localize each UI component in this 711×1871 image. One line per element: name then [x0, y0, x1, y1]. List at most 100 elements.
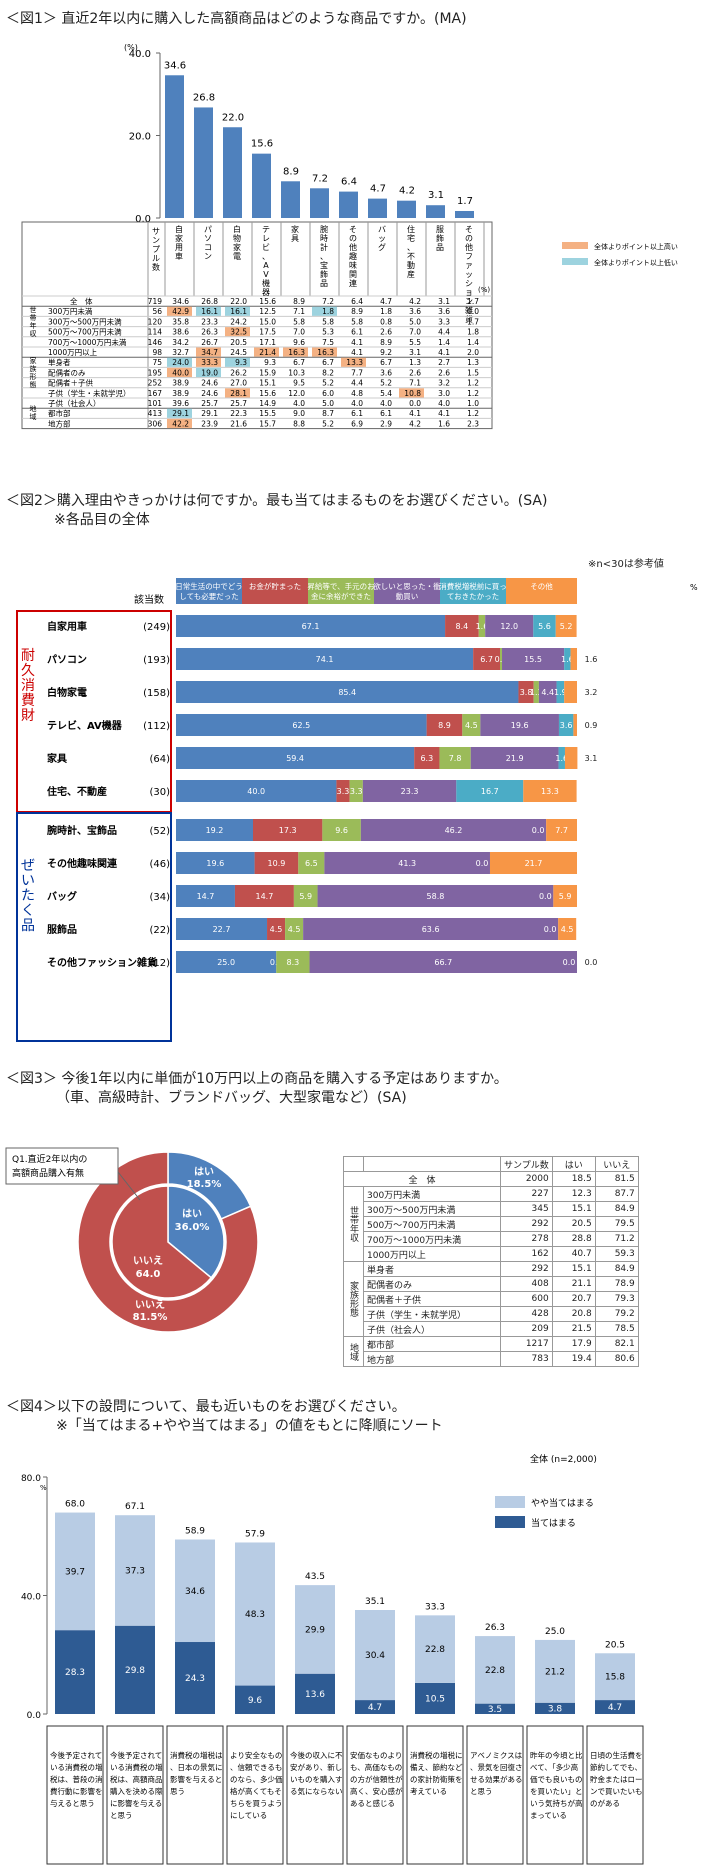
fig1-cell-value: 15.6	[259, 297, 276, 306]
fig3-group-label: 家族形態	[343, 1261, 364, 1337]
fig1-category-label: V	[263, 270, 269, 279]
fig1-cell-value: 34.6	[172, 297, 189, 306]
fig1-cell-value: 5.2	[322, 419, 334, 428]
fig1-category-label: 腕	[320, 224, 328, 234]
fig2-group-label-1: 財	[21, 708, 35, 724]
fig4-bar-dark	[115, 1625, 155, 1714]
fig1-group-label: 家	[30, 356, 37, 365]
fig3-cell-value: 18.5	[551, 1171, 596, 1187]
fig1-group-label: 域	[30, 412, 37, 421]
fig1-cell-value: 7.5	[322, 338, 334, 347]
fig1-cell-value: 24.2	[230, 317, 247, 326]
fig4-category-label: より安全なもの	[230, 1750, 282, 1760]
fig1-cell-value: 29.1	[172, 409, 189, 418]
fig1-cell-value: 4.7	[380, 297, 392, 306]
fig1-row-label: 300万～500万円未満	[48, 316, 122, 326]
fig1-row-n: 252	[148, 379, 163, 388]
fig4-category-box	[46, 1725, 104, 1865]
fig4-category-label: 費行動に影響を	[50, 1786, 103, 1796]
fig3-table-header	[363, 1156, 501, 1172]
fig1-cell-value: 2.6	[409, 368, 421, 377]
fig1-cell-value: 2.9	[380, 419, 392, 428]
fig1-cell-value: 3.3	[438, 317, 450, 326]
fig4-category-box	[346, 1725, 404, 1865]
fig1-cell-value: 17.1	[259, 338, 276, 347]
fig2-bar-label: 41.3	[398, 859, 416, 868]
fig2-subtitle: ※各品目の全体	[54, 512, 150, 528]
fig1-y-tick-label: 40.0	[129, 49, 151, 60]
fig2-bar-label: 0.0	[544, 925, 557, 934]
fig1-cell-value: 1.6	[438, 419, 450, 428]
fig1-cell-value: 7.0	[293, 328, 305, 337]
fig1-cell-value: 9.0	[293, 409, 305, 418]
fig1-cell-value: 21.4	[259, 348, 276, 357]
fig3-row-label: 子供（学生・未就学児）	[363, 1306, 501, 1322]
fig1-cell-value: 3.2	[438, 379, 450, 388]
fig3-outer-label: 18.5%	[187, 1179, 222, 1190]
fig4-bar-dark	[175, 1642, 215, 1714]
fig3-table: サンプル数 はい いいえ全 体 2000 18.5 81.5 世帯年収 300万円未満 227 1…	[343, 1156, 639, 1367]
fig1-cell-value: 8.9	[293, 297, 305, 306]
fig3-cell-value: 87.7	[594, 1186, 639, 1202]
fig4-category-label: べて、「多少高	[530, 1762, 579, 1772]
fig1-sample-header: ル	[152, 254, 160, 263]
fig4-bar-dark	[595, 1700, 635, 1714]
fig2-bar-segment	[558, 918, 577, 940]
fig4-bar-light-label: 29.9	[305, 1625, 325, 1635]
fig2-bar-segment	[276, 951, 310, 973]
fig3-cell-value: 21.5	[551, 1321, 596, 1337]
fig1-cell-value: 15.1	[259, 379, 276, 388]
fig3-cell-value: 17.9	[551, 1336, 596, 1352]
fig2-bar-segment	[324, 852, 490, 874]
fig1-cell-value: 15.5	[259, 409, 276, 418]
fig1-category-label: 家	[175, 233, 183, 243]
fig3-cell-value: 600	[500, 1291, 553, 1307]
fig3-row-label: 700万～1000万円未満	[363, 1231, 501, 1247]
fig2-legend-box	[506, 578, 577, 604]
fig1-row-n: 101	[148, 399, 163, 408]
fig4-category-label: 高く、安心感が	[350, 1786, 403, 1796]
fig3-pie: はい18.5%いいえ81.5%はい36.0%いいえ64.0Q1.直近2年以内の高…	[5, 1147, 259, 1333]
fig1-cell-value: 42.2	[172, 419, 189, 428]
fig4-category-box	[406, 1725, 464, 1865]
fig2-bar-segment	[564, 681, 577, 703]
fig1-category-label: 宅	[407, 233, 415, 243]
fig2-bar-segment	[518, 681, 534, 703]
fig1-cell-value: 24.5	[230, 348, 247, 357]
fig1-bar-label: 26.8	[193, 92, 215, 103]
fig1-category-label: パ	[204, 225, 212, 234]
fig1-cell-value: 7.2	[322, 297, 334, 306]
fig1-cell-value: 3.6	[380, 368, 392, 377]
fig4-category-box	[586, 1725, 644, 1865]
fig2-bar-label: 3.6	[560, 721, 573, 730]
fig2-bar-label: 16.7	[481, 787, 499, 796]
fig1-row-label: 都市部	[48, 408, 71, 418]
fig1-category-label: ァ	[465, 261, 473, 270]
fig1-cell-value: 34.2	[172, 338, 189, 347]
fig2-legend-box	[440, 578, 506, 604]
fig1-cell-value: 9.3	[264, 358, 276, 367]
fig4-category-label: 考えている	[410, 1787, 447, 1796]
fig1-sample-header: サ	[152, 227, 160, 236]
fig1-cell-highlight	[167, 367, 192, 378]
fig1-legend-swatch	[562, 258, 588, 265]
fig2-bar-segment	[426, 714, 463, 736]
fig2-bar-label: 6.3	[420, 754, 433, 763]
fig2-bar-segment	[556, 681, 565, 703]
fig1-cell-value: 3.1	[438, 297, 450, 306]
fig3-callout-line	[117, 1171, 141, 1201]
fig1-cell-value: 15.9	[259, 368, 276, 377]
fig1-cell-highlight	[167, 357, 192, 367]
fig3-row-label: 配偶者のみ	[363, 1276, 501, 1292]
fig3-cell-value: 292	[500, 1261, 553, 1277]
fig2-bar-label: 1.6	[476, 622, 489, 631]
fig2-category-label: パソコン	[47, 654, 87, 666]
fig1-cell-value: 24.0	[172, 358, 189, 367]
fig1-cell-value: 3.1	[409, 348, 421, 357]
fig1-cell-value: 5.2	[380, 379, 392, 388]
fig1-category-label: 味	[349, 260, 357, 270]
fig1-bar-label: 1.7	[457, 196, 473, 207]
fig4-category-label: 消費税の増税は	[170, 1750, 223, 1760]
fig1-row-n: 120	[148, 317, 163, 326]
fig1-cell-value: 38.9	[172, 379, 189, 388]
